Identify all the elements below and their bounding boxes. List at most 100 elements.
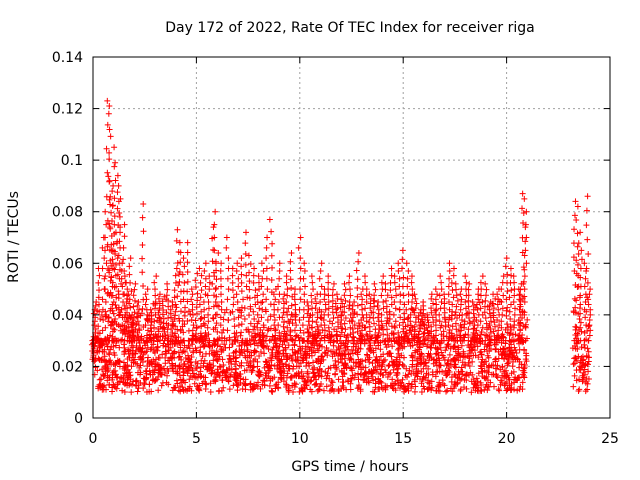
data-point (400, 362, 407, 369)
data-point (521, 195, 528, 202)
data-point (583, 207, 590, 214)
data-point (218, 283, 225, 290)
data-point (478, 351, 485, 358)
data-point (126, 382, 133, 389)
data-point (306, 314, 313, 321)
data-point (184, 269, 191, 276)
data-point (329, 309, 336, 316)
data-point (355, 370, 362, 377)
data-point (389, 376, 396, 383)
data-point (202, 283, 209, 290)
data-point (512, 331, 519, 338)
data-point (202, 386, 209, 393)
data-point (384, 326, 391, 333)
data-point (103, 260, 110, 267)
data-point (575, 240, 582, 247)
data-point (347, 386, 354, 393)
data-point (275, 347, 282, 354)
data-point (372, 364, 379, 371)
data-point (392, 380, 399, 387)
data-point (295, 244, 302, 251)
data-point (457, 386, 464, 393)
data-point (226, 386, 233, 393)
data-point (231, 323, 238, 330)
data-point (512, 346, 519, 353)
data-point (177, 259, 184, 266)
data-point (487, 345, 494, 352)
data-point (420, 298, 427, 305)
data-point (417, 353, 424, 360)
data-point (171, 315, 178, 322)
data-point (370, 314, 377, 321)
data-point (424, 386, 431, 393)
data-point (220, 362, 227, 369)
data-point (111, 163, 118, 170)
data-point (262, 306, 269, 313)
data-point (180, 368, 187, 375)
data-point (521, 364, 528, 371)
data-point (297, 255, 304, 262)
data-point (474, 306, 481, 313)
data-point (129, 347, 136, 354)
data-point (210, 303, 217, 310)
data-point (436, 381, 443, 388)
data-point (109, 371, 116, 378)
data-point (186, 345, 193, 352)
data-point (490, 328, 497, 335)
data-point (202, 350, 209, 357)
data-point (230, 294, 237, 301)
data-point (475, 370, 482, 377)
data-point (179, 339, 186, 346)
data-point (230, 301, 237, 308)
data-point (261, 350, 268, 357)
data-point (224, 275, 231, 282)
data-point (521, 311, 528, 318)
data-point (452, 311, 459, 318)
data-point (405, 268, 412, 275)
data-point (374, 333, 381, 340)
data-point (259, 329, 266, 336)
data-point (177, 288, 184, 295)
data-point (333, 309, 340, 316)
data-point (156, 355, 163, 362)
data-point (237, 379, 244, 386)
data-point (341, 292, 348, 299)
data-point (275, 379, 282, 386)
data-point (437, 324, 444, 331)
data-point (582, 275, 589, 282)
data-point (357, 388, 364, 395)
data-point (99, 296, 106, 303)
data-point (453, 286, 460, 293)
data-point (308, 273, 315, 280)
data-point (358, 291, 365, 298)
data-point (438, 286, 445, 293)
data-point (342, 360, 349, 367)
data-point (313, 380, 320, 387)
data-point (127, 279, 134, 286)
data-point (572, 304, 579, 311)
data-point (495, 348, 502, 355)
data-point (405, 371, 412, 378)
data-point (365, 375, 372, 382)
data-point (417, 325, 424, 332)
data-point (237, 332, 244, 339)
data-point (155, 328, 162, 335)
data-point (264, 234, 271, 241)
data-point (171, 287, 178, 294)
data-point (104, 377, 111, 384)
data-point (205, 311, 212, 318)
data-point (443, 388, 450, 395)
data-point (157, 323, 164, 330)
data-point (462, 298, 469, 305)
data-point (485, 369, 492, 376)
data-point (446, 260, 453, 267)
data-point (574, 331, 581, 338)
data-point (458, 368, 465, 375)
data-point (341, 331, 348, 338)
data-point (457, 376, 464, 383)
data-point (430, 300, 437, 307)
y-tick-label: 0.06 (52, 256, 83, 272)
data-point (320, 317, 327, 324)
data-point (174, 293, 181, 300)
data-point (479, 324, 486, 331)
